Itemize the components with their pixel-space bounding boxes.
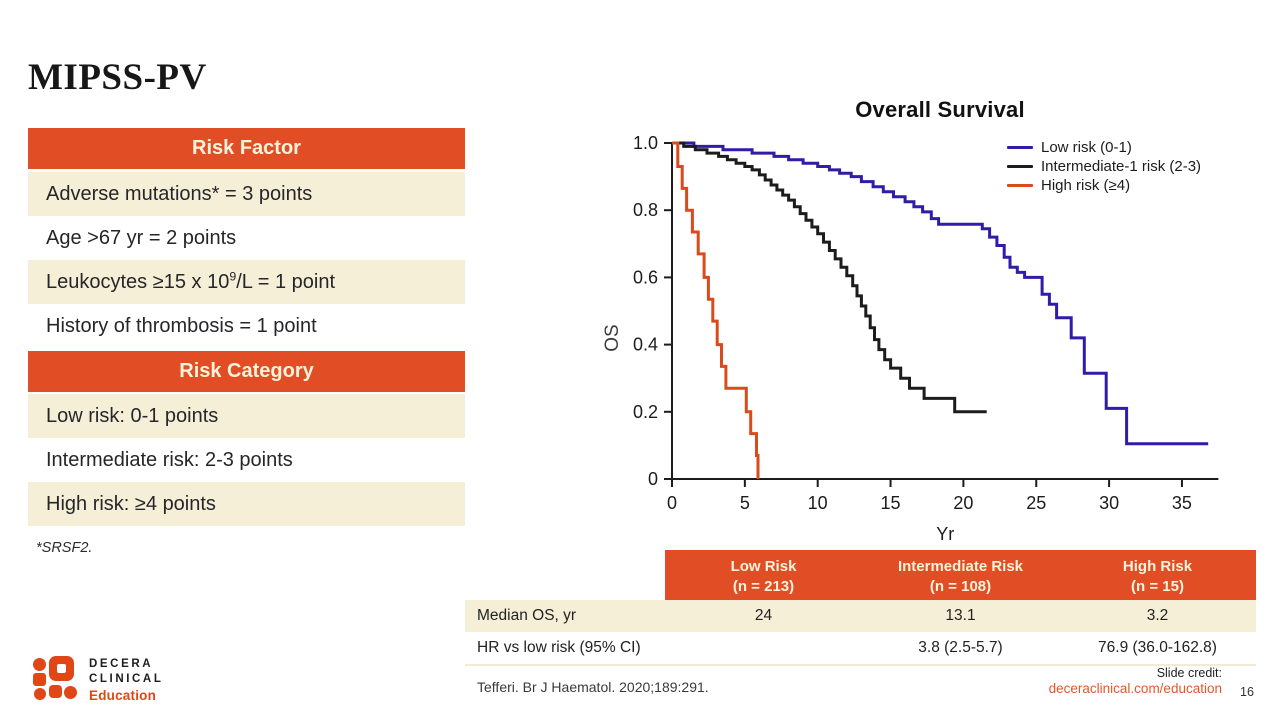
column-header-intermediate-risk: Intermediate Risk (n = 108) bbox=[862, 550, 1059, 600]
svg-text:0.4: 0.4 bbox=[633, 335, 658, 355]
slide-credit: Slide credit: deceraclinical.com/educati… bbox=[1049, 666, 1222, 698]
footnote-srsf2: *SRSF2. bbox=[36, 540, 93, 556]
superscript-nine: 9 bbox=[229, 269, 237, 284]
risk-factor-row-age: Age >67 yr = 2 points bbox=[28, 216, 465, 260]
page-title: MIPSS-PV bbox=[28, 57, 207, 98]
high-risk-n: (n = 15) bbox=[1131, 577, 1184, 595]
logo-line-decera: DECERA bbox=[89, 658, 154, 670]
legend-item-high-risk: High risk (≥4) bbox=[1007, 176, 1201, 195]
table-row-median-os: Median OS, yr 24 13.1 3.2 bbox=[465, 600, 1256, 632]
decera-clinical-logo: DECERA CLINICAL Education bbox=[33, 655, 333, 705]
risk-category-header: Risk Category bbox=[28, 351, 465, 392]
high-risk-line-swatch bbox=[1007, 183, 1033, 188]
risk-factor-table: Risk Factor Adverse mutations* = 3 point… bbox=[28, 128, 465, 526]
risk-factor-header: Risk Factor bbox=[28, 128, 465, 169]
hr-intermediate: 3.8 (2.5-5.7) bbox=[918, 639, 1003, 656]
median-os-low: 24 bbox=[754, 607, 773, 624]
legend-item-intermediate-risk: Intermediate-1 risk (2-3) bbox=[1007, 157, 1201, 176]
svg-text:Yr: Yr bbox=[936, 524, 954, 544]
svg-text:30: 30 bbox=[1099, 493, 1119, 513]
chart-title: Overall Survival bbox=[855, 97, 1025, 122]
median-os-intermediate: 13.1 bbox=[945, 607, 976, 624]
svg-text:0.2: 0.2 bbox=[633, 402, 658, 422]
risk-factor-row-adverse-mutations: Adverse mutations* = 3 points bbox=[28, 172, 465, 216]
intermediate-risk-line-swatch bbox=[1007, 164, 1033, 169]
hr-high: 76.9 (36.0-162.8) bbox=[1098, 639, 1217, 656]
risk-category-row-intermediate: Intermediate risk: 2-3 points bbox=[28, 438, 465, 482]
risk-factor-row-leukocytes: Leukocytes ≥15 x 109/L = 1 point bbox=[28, 260, 465, 304]
page-number: 16 bbox=[1240, 685, 1254, 699]
svg-text:25: 25 bbox=[1026, 493, 1046, 513]
legend-item-low-risk: Low risk (0-1) bbox=[1007, 138, 1201, 157]
column-header-high-risk: High Risk (n = 15) bbox=[1059, 550, 1256, 600]
svg-text:OS: OS bbox=[602, 324, 623, 351]
outcome-table-header: Low Risk (n = 213) Intermediate Risk (n … bbox=[665, 550, 1256, 600]
low-risk-n: (n = 213) bbox=[732, 577, 795, 595]
svg-text:15: 15 bbox=[881, 493, 901, 513]
svg-text:35: 35 bbox=[1172, 493, 1192, 513]
intermediate-risk-n: (n = 108) bbox=[929, 577, 992, 595]
median-os-high: 3.2 bbox=[1146, 607, 1169, 624]
logo-line-education: Education bbox=[89, 687, 157, 703]
svg-text:1.0: 1.0 bbox=[633, 133, 658, 153]
decera-logo-icon bbox=[33, 656, 77, 700]
risk-factor-row-thrombosis: History of thrombosis = 1 point bbox=[28, 304, 465, 348]
risk-category-row-high: High risk: ≥4 points bbox=[28, 482, 465, 526]
svg-text:0: 0 bbox=[667, 493, 677, 513]
svg-text:5: 5 bbox=[740, 493, 750, 513]
column-header-low-risk: Low Risk (n = 213) bbox=[665, 550, 862, 600]
svg-text:0.8: 0.8 bbox=[633, 200, 658, 220]
logo-text: DECERA CLINICAL Education bbox=[89, 657, 163, 703]
slide-credit-label: Slide credit: bbox=[1156, 666, 1222, 680]
chart-legend: Low risk (0-1) Intermediate-1 risk (2-3)… bbox=[1007, 138, 1201, 195]
low-risk-line-swatch bbox=[1007, 145, 1033, 150]
risk-category-row-low: Low risk: 0-1 points bbox=[28, 394, 465, 438]
svg-text:0.6: 0.6 bbox=[633, 267, 658, 287]
svg-text:10: 10 bbox=[808, 493, 828, 513]
citation: Tefferi. Br J Haematol. 2020;189:291. bbox=[477, 679, 709, 695]
logo-line-clinical: CLINICAL bbox=[89, 672, 164, 685]
table-row-hazard-ratio: HR vs low risk (95% CI) 3.8 (2.5-5.7) 76… bbox=[465, 632, 1256, 666]
kaplan-meier-chart: 0 0.2 0.4 0.6 0.8 1.0 0 5 10 15 20 25 30 35 OS Yr bbox=[602, 133, 1219, 544]
slide-credit-link[interactable]: deceraclinical.com/education bbox=[1048, 681, 1222, 696]
svg-text:20: 20 bbox=[953, 493, 973, 513]
svg-text:0: 0 bbox=[648, 469, 658, 489]
